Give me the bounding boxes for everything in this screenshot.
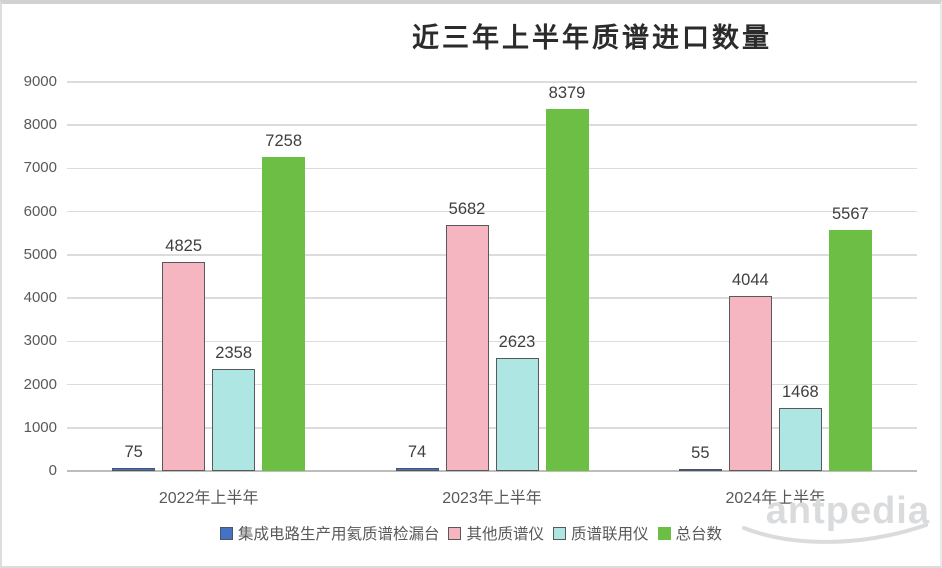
bar-value-label: 2358 [215, 344, 253, 363]
bar [495, 357, 539, 471]
bar [112, 467, 156, 471]
bar-value-label: 5682 [448, 200, 486, 219]
bar [162, 262, 206, 471]
x-axis-line [67, 470, 917, 472]
legend-label: 质谱联用仪 [571, 526, 649, 543]
bar-value-label: 4044 [731, 271, 769, 290]
gridline [67, 427, 917, 429]
bar-value-label: 4825 [165, 237, 203, 256]
bar-value-label: 55 [691, 443, 710, 462]
y-tick-label: 2000 [23, 375, 57, 393]
bar [545, 108, 589, 471]
gridline [67, 254, 917, 256]
y-tick-label: 5000 [23, 245, 57, 263]
legend-swatch-icon [657, 526, 671, 540]
legend-swatch-icon [553, 526, 566, 540]
bar-value-label: 2623 [498, 332, 536, 351]
gridline [67, 124, 917, 126]
legend: 集成电路生产用氦质谱检漏台 其他质谱仪 质谱联用仪 总台数 [2, 522, 940, 544]
y-tick-label: 3000 [23, 332, 57, 350]
bar [728, 296, 772, 471]
bar [778, 407, 822, 471]
bar-value-label: 75 [124, 442, 143, 461]
bar-value-label: 8379 [548, 83, 586, 102]
bar-value-label: 74 [407, 442, 427, 461]
bar [395, 467, 439, 471]
x-category-label: 2024年上半年 [725, 490, 826, 507]
chart-title: 近三年上半年质谱进口数量 [412, 23, 772, 53]
legend-swatch-icon [448, 526, 462, 540]
legend-item: 质谱联用仪 [553, 522, 649, 544]
y-tick-label: 0 [48, 462, 57, 479]
x-category-label: 2023年上半年 [442, 490, 542, 507]
legend-item: 集成电路生产用氦质谱检漏台 [219, 522, 440, 544]
gridline [67, 210, 917, 213]
legend-swatch-icon [219, 526, 233, 540]
y-tick-label: 9000 [23, 73, 57, 90]
x-category-label: 2022年上半年 [158, 490, 259, 507]
bar [828, 230, 872, 471]
bar [262, 157, 306, 471]
y-tick-label: 1000 [23, 418, 57, 436]
y-tick-label: 4000 [23, 289, 57, 307]
legend-item: 其他质谱仪 [448, 522, 544, 544]
gridline [67, 383, 917, 386]
bar-value-label: 7258 [265, 132, 303, 151]
legend-label: 集成电路生产用氦质谱检漏台 [237, 526, 440, 543]
gridline [67, 297, 917, 299]
bar-value-label: 1468 [781, 382, 819, 401]
gridline [67, 167, 917, 170]
bar [678, 468, 722, 471]
bar-value-label: 5567 [831, 205, 869, 224]
gridline [67, 81, 917, 83]
y-tick-label: 7000 [23, 159, 57, 177]
y-tick-label: 6000 [23, 202, 57, 220]
y-tick-label: 8000 [23, 116, 57, 134]
bar [445, 225, 489, 471]
bar [212, 369, 256, 471]
legend-label: 其他质谱仪 [466, 526, 544, 543]
legend-label: 总台数 [675, 526, 723, 543]
gridline [67, 340, 917, 343]
legend-item: 总台数 [657, 522, 723, 544]
